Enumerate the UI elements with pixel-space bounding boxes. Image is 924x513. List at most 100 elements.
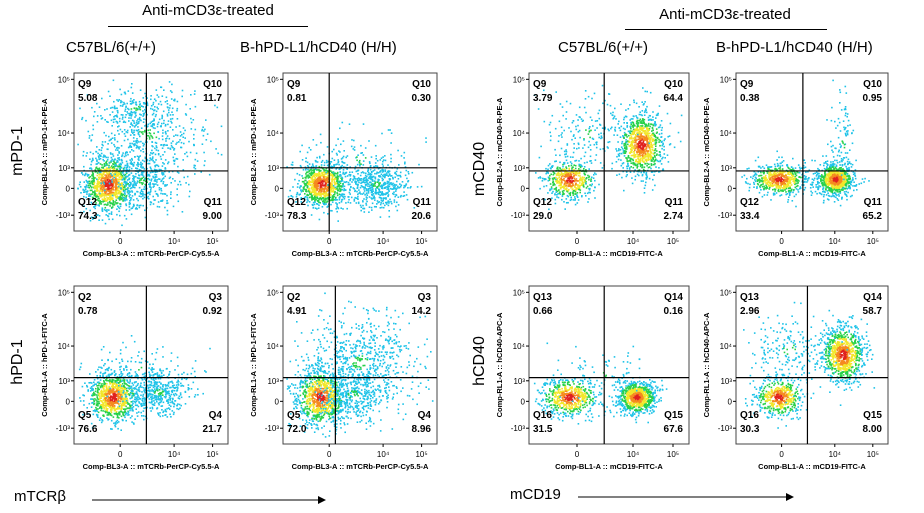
event-dot — [143, 112, 145, 115]
event-dot — [143, 114, 145, 116]
event-dot — [648, 177, 651, 180]
event-dot — [387, 164, 389, 166]
event-dot — [551, 197, 553, 199]
right-header-underline — [625, 29, 827, 30]
event-dot — [170, 193, 172, 196]
event-dot — [396, 168, 399, 170]
event-dot — [113, 160, 115, 163]
event-dot — [99, 188, 102, 190]
event-dot — [323, 191, 325, 194]
event-dot — [562, 187, 565, 189]
event-dot — [118, 199, 121, 201]
event-dot — [325, 167, 328, 170]
event-dot — [113, 176, 116, 179]
event-dot — [114, 190, 117, 192]
quadrant-name-q9: Q9 — [287, 79, 301, 90]
event-dot — [577, 185, 579, 187]
event-dot — [166, 194, 168, 197]
event-dot — [563, 175, 565, 178]
event-dot — [131, 207, 134, 209]
event-dot — [343, 181, 346, 183]
event-dot — [105, 162, 107, 164]
event-dot — [101, 207, 104, 209]
event-dot — [620, 146, 623, 148]
event-dot — [155, 113, 157, 116]
event-dot — [615, 161, 618, 163]
event-dot — [339, 151, 341, 153]
event-dot — [579, 189, 582, 191]
event-dot — [110, 196, 112, 198]
event-dot — [163, 193, 166, 195]
event-dot — [162, 110, 165, 113]
event-dot — [174, 180, 176, 182]
event-dot — [390, 182, 392, 184]
event-dot — [112, 199, 114, 202]
event-dot — [330, 170, 332, 172]
event-dot — [330, 184, 333, 187]
event-dot — [384, 175, 386, 177]
event-dot — [123, 166, 126, 169]
event-dot — [330, 161, 333, 163]
event-dot — [125, 195, 127, 198]
event-dot — [122, 196, 124, 199]
event-dot — [104, 177, 106, 180]
event-dot — [644, 184, 647, 187]
event-dot — [143, 188, 146, 191]
event-dot — [319, 197, 321, 199]
event-dot — [323, 164, 326, 167]
event-dot — [391, 188, 393, 190]
event-dot — [371, 190, 373, 193]
event-dot — [586, 192, 589, 195]
event-dot — [116, 161, 118, 163]
event-dot — [569, 161, 572, 163]
event-dot — [109, 192, 112, 194]
event-dot — [631, 141, 634, 143]
event-dot — [165, 138, 167, 140]
event-dot — [117, 196, 119, 198]
event-dot — [342, 173, 344, 175]
event-dot — [153, 98, 156, 100]
event-dot — [326, 201, 328, 203]
event-dot — [626, 126, 628, 128]
event-dot — [332, 171, 335, 174]
event-dot — [660, 132, 663, 135]
event-dot — [318, 177, 320, 179]
event-dot — [103, 180, 106, 183]
event-dot — [390, 153, 392, 156]
event-dot — [394, 186, 396, 189]
event-dot — [621, 147, 624, 150]
event-dot — [650, 167, 652, 170]
event-dot — [645, 160, 648, 163]
event-dot — [384, 193, 386, 196]
event-dot — [624, 134, 626, 136]
event-dot — [653, 123, 656, 125]
event-dot — [322, 171, 324, 174]
event-dot — [661, 126, 663, 129]
event-dot — [389, 173, 391, 176]
event-dot — [341, 193, 343, 195]
event-dot — [372, 175, 375, 178]
event-dot — [92, 218, 94, 220]
event-dot — [152, 183, 154, 185]
event-dot — [624, 142, 627, 144]
event-dot — [653, 160, 655, 163]
event-dot — [120, 172, 122, 174]
event-dot — [539, 177, 542, 179]
event-dot — [376, 203, 378, 205]
event-dot — [353, 176, 356, 178]
event-dot — [326, 190, 329, 192]
event-dot — [88, 135, 91, 137]
event-dot — [97, 196, 100, 198]
event-dot — [652, 153, 655, 155]
event-dot — [86, 190, 89, 192]
event-dot — [327, 193, 329, 195]
event-dot — [630, 154, 633, 157]
event-dot — [337, 178, 339, 180]
plot-frame — [528, 72, 690, 232]
event-dot — [125, 197, 127, 199]
event-dot — [564, 182, 566, 185]
event-dot — [117, 175, 119, 177]
event-dot — [618, 127, 621, 129]
event-dot — [349, 166, 351, 168]
event-dot — [397, 204, 400, 206]
